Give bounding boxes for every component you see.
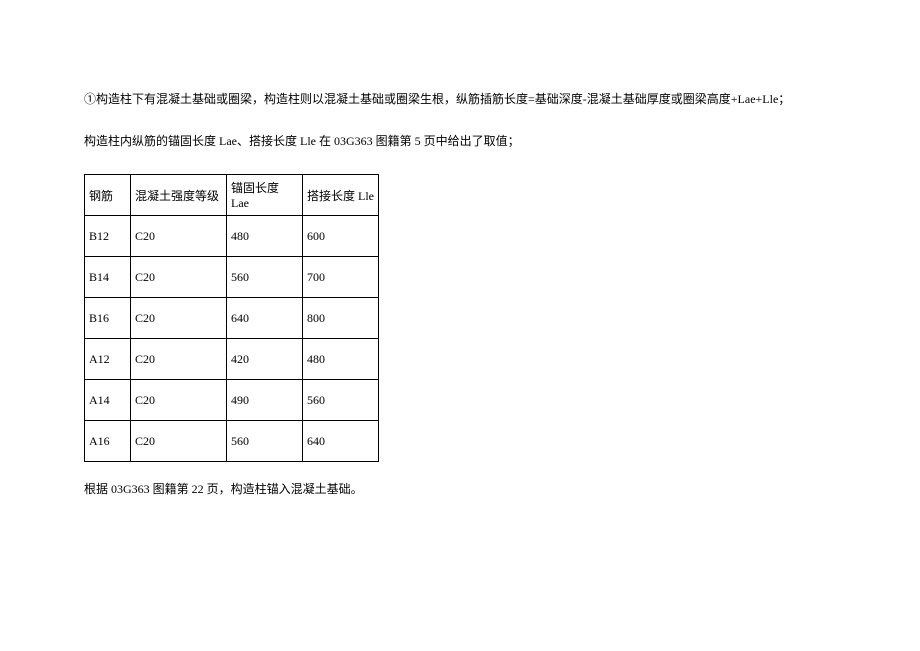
cell-grade: C20 (131, 298, 227, 339)
cell-rebar: A16 (85, 421, 131, 462)
cell-rebar: A12 (85, 339, 131, 380)
cell-lae: 490 (227, 380, 303, 421)
cell-rebar: B14 (85, 257, 131, 298)
header-lae: 锚固长度 Lae (227, 175, 303, 216)
cell-lle: 700 (303, 257, 379, 298)
cell-rebar: A14 (85, 380, 131, 421)
cell-grade: C20 (131, 421, 227, 462)
cell-grade: C20 (131, 380, 227, 421)
anchorage-length-table: 钢筋 混凝土强度等级 锚固长度 Lae 搭接长度 Lle B12 C20 480… (84, 174, 379, 462)
cell-lle: 480 (303, 339, 379, 380)
table-row: A16 C20 560 640 (85, 421, 379, 462)
cell-rebar: B16 (85, 298, 131, 339)
cell-lae: 480 (227, 216, 303, 257)
table-header-row: 钢筋 混凝土强度等级 锚固长度 Lae 搭接长度 Lle (85, 175, 379, 216)
table-row: A12 C20 420 480 (85, 339, 379, 380)
cell-lle: 640 (303, 421, 379, 462)
header-rebar: 钢筋 (85, 175, 131, 216)
cell-lae: 420 (227, 339, 303, 380)
cell-lle: 560 (303, 380, 379, 421)
cell-rebar: B12 (85, 216, 131, 257)
table-row: B12 C20 480 600 (85, 216, 379, 257)
intro-paragraph-1: ①构造柱下有混凝土基础或圈梁，构造柱则以混凝土基础或圈梁生根，纵筋插筋长度=基础… (84, 90, 920, 108)
table-row: B16 C20 640 800 (85, 298, 379, 339)
header-lle: 搭接长度 Lle (303, 175, 379, 216)
intro-paragraph-2: 构造柱内纵筋的锚固长度 Lae、搭接长度 Lle 在 03G363 图籍第 5 … (84, 132, 920, 150)
cell-grade: C20 (131, 216, 227, 257)
table-row: A14 C20 490 560 (85, 380, 379, 421)
cell-grade: C20 (131, 257, 227, 298)
footer-paragraph: 根据 03G363 图籍第 22 页，构造柱锚入混凝土基础。 (84, 480, 920, 497)
cell-lae: 560 (227, 421, 303, 462)
cell-lle: 600 (303, 216, 379, 257)
cell-grade: C20 (131, 339, 227, 380)
cell-lae: 560 (227, 257, 303, 298)
cell-lle: 800 (303, 298, 379, 339)
table-row: B14 C20 560 700 (85, 257, 379, 298)
cell-lae: 640 (227, 298, 303, 339)
header-concrete-grade: 混凝土强度等级 (131, 175, 227, 216)
